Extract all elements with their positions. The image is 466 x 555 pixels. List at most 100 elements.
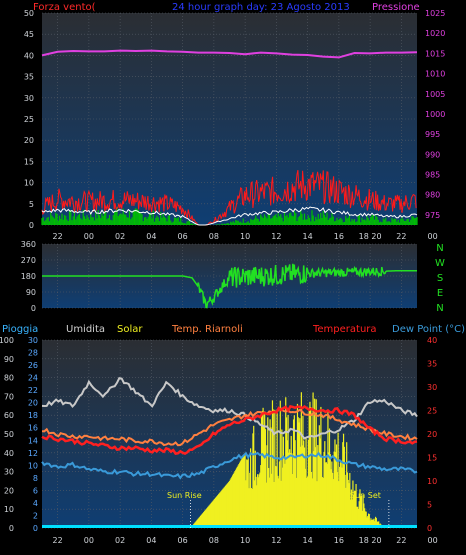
compass-label-s: S: [437, 273, 443, 284]
compass-label-w: W: [435, 258, 445, 269]
wind-speed-line: [41, 169, 417, 226]
x-tick-label-bottom: 14: [303, 536, 313, 545]
temperature-label: Temperatura: [312, 324, 377, 335]
rain-mm-tick-label: 0: [33, 524, 38, 533]
pressure-tick-label: 990: [425, 150, 440, 159]
x-tick-label-bottom: 12: [271, 536, 281, 545]
rain-pct-tick-label: 0: [9, 524, 14, 533]
pressure-tick-label: 1015: [425, 49, 445, 58]
rain-mm-tick-label: 20: [28, 399, 38, 408]
x-tick-label-bottom: 10: [240, 536, 250, 545]
sunset-label: Sun Set: [350, 491, 381, 500]
wind-tick-label: 5: [29, 200, 34, 209]
heat-index-line: [41, 407, 418, 447]
rain-pct-tick-label: 70: [4, 392, 14, 401]
pressure-tick-label: 995: [425, 130, 440, 139]
pressure-tick-label: 1010: [425, 70, 445, 79]
x-tick-label-top: 00: [428, 232, 438, 241]
rain-mm-tick-label: 16: [28, 424, 38, 433]
temp-tick-label: 5: [427, 501, 432, 510]
temperature-line: [41, 404, 418, 455]
temp-tick-label: 25: [427, 407, 437, 416]
wind-tick-label: 15: [24, 157, 34, 166]
compass-label-n-bottom: N: [436, 303, 443, 314]
compass-label-n-top: N: [436, 243, 443, 254]
direction-tick-label: 360: [21, 240, 36, 249]
x-tick-label-top: 16: [334, 232, 344, 241]
wind-axis-label: Forza vento(: [33, 2, 96, 13]
rain-pct-tick-label: 30: [4, 468, 14, 477]
temp-tick-label: 20: [427, 430, 437, 439]
x-tick-label-top: 00: [84, 232, 94, 241]
solar-label: Solar: [117, 324, 143, 335]
temp-tick-label: 0: [427, 524, 432, 533]
rain-pct-tick-label: 40: [4, 449, 14, 458]
rain-pct-tick-label: 90: [4, 355, 14, 364]
pressure-tick-label: 1005: [425, 90, 445, 99]
x-tick-label-top: 08: [209, 232, 219, 241]
wind-tick-label: 50: [24, 9, 34, 18]
x-tick-label-top: 18 20: [359, 232, 382, 241]
rain-mm-tick-label: 12: [28, 449, 38, 458]
pressure-tick-label: 1020: [425, 29, 445, 38]
x-tick-label-top: 22: [53, 232, 63, 241]
grid-lines: [42, 12, 417, 529]
x-tick-label-top: 04: [146, 232, 156, 241]
wind-tick-label: 25: [24, 115, 34, 124]
wind-tick-label: 35: [24, 73, 34, 82]
x-tick-label-top: 10: [240, 232, 250, 241]
pressure-tick-label: 985: [425, 171, 440, 180]
dew-point-line: [41, 451, 418, 480]
temp-tick-label: 40: [427, 336, 437, 345]
rain-mm-tick-label: 8: [33, 474, 38, 483]
rain-mm-tick-label: 26: [28, 361, 38, 370]
temp-tick-label: 15: [427, 454, 437, 463]
sunrise-label: Sun Rise: [167, 491, 202, 500]
chart-layer: 0510152025303540455097598098599099510001…: [0, 9, 445, 545]
pressure-axis-label: Pressione: [372, 2, 420, 13]
x-tick-label-top: 22: [396, 232, 406, 241]
chart-title: 24 hour graph day: 23 Agosto 2013: [172, 2, 350, 13]
rain-mm-tick-label: 24: [28, 374, 38, 383]
rain-mm-tick-label: 2: [33, 511, 38, 520]
dew-point-label: Dew Point (°C): [392, 324, 465, 335]
x-tick-label-bottom: 00: [84, 536, 94, 545]
temp-tick-label: 10: [427, 477, 437, 486]
rain-mm-tick-label: 14: [28, 436, 38, 445]
wind-tick-label: 0: [29, 221, 34, 230]
pressure-tick-label: 1025: [425, 9, 445, 18]
x-tick-label-top: 06: [178, 232, 188, 241]
rain-pct-tick-label: 10: [4, 505, 14, 514]
rain-mm-tick-label: 30: [28, 336, 38, 345]
direction-tick-label: 180: [21, 272, 36, 281]
rain-label: Pioggia: [2, 324, 38, 335]
pressure-line: [41, 49, 418, 59]
wind-tick-label: 20: [24, 136, 34, 145]
x-tick-label-bottom: 08: [209, 536, 219, 545]
temp-tick-label: 35: [427, 360, 437, 369]
x-tick-label-bottom: 16: [334, 536, 344, 545]
x-tick-label-bottom: 00: [428, 536, 438, 545]
rain-mm-tick-label: 18: [28, 411, 38, 420]
rain-pct-tick-label: 50: [4, 430, 14, 439]
wind-direction-line: [42, 263, 417, 309]
humidity-label: Umidita: [66, 324, 105, 335]
pressure-tick-label: 980: [425, 191, 440, 200]
x-tick-label-bottom: 02: [115, 536, 125, 545]
x-tick-label-top: 02: [115, 232, 125, 241]
rain-pct-tick-label: 80: [4, 374, 14, 383]
heat-index-label: Temp. Riarnoli: [171, 324, 243, 335]
rain-mm-tick-label: 28: [28, 349, 38, 358]
wind-tick-label: 30: [24, 94, 34, 103]
rain-pct-tick-label: 100: [0, 336, 14, 345]
wind-tick-label: 10: [24, 179, 34, 188]
rain-pct-tick-label: 20: [4, 486, 14, 495]
x-tick-label-bottom: 04: [146, 536, 156, 545]
direction-tick-label: 270: [21, 256, 36, 265]
x-tick-label-bottom: 22: [53, 536, 63, 545]
rain-mm-tick-label: 10: [28, 461, 38, 470]
wind-tick-label: 45: [24, 30, 34, 39]
rain-mm-tick-label: 4: [33, 499, 38, 508]
